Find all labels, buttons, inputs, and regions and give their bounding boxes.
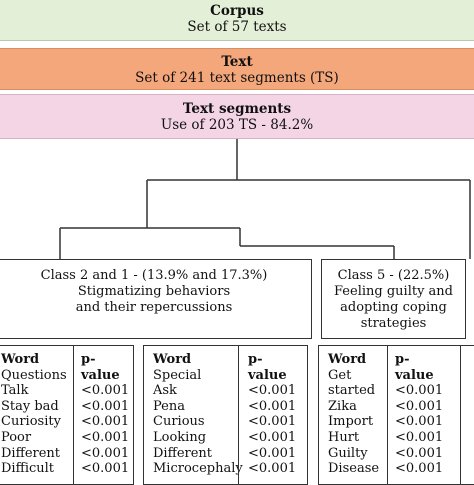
word-cell: Different [153,445,213,461]
pvalue-header-2: value [395,367,434,383]
pvalue-cell: <0.001 [248,383,297,399]
word-cell: Disease [328,461,380,477]
word-column: Word Special Ask Pena Curious Looking Di… [153,352,243,477]
column-divider [238,346,239,484]
word-cell: Hurt [328,429,360,445]
pvalue-header-1: p- [395,352,410,367]
word-table-1: Word Questions Talk Stay bad Curiosity P… [0,345,134,485]
pvalue-column: p- value <0.001 <0.001 <0.001 <0.001 <0.… [81,352,129,477]
pvalue-cell: <0.001 [248,429,297,445]
class-5-line2: Feeling guilty and [334,284,453,299]
pvalue-cell: <0.001 [248,461,297,477]
pvalue-cell: <0.001 [81,461,130,477]
word-cell: Ask [153,383,177,399]
word-table-4-partial [460,345,474,485]
word-table-3: Word Get started Zika Import Hurt Guilty… [318,345,465,485]
word-column: Word Get started Zika Import Hurt Guilty… [328,352,379,477]
pvalue-cell: <0.001 [81,383,130,399]
text-subtitle: Set of 241 text segments (TS) [135,70,339,86]
word-cell: Microcephaly [153,461,243,477]
word-cell: Questions [1,367,67,383]
pvalue-cell: <0.001 [395,445,444,461]
word-cell: Stay bad [1,398,59,414]
class-5-title: Class 5 - (22.5%) [337,268,450,283]
pvalue-cell: <0.001 [248,445,297,461]
pvalue-cell: <0.001 [81,445,130,461]
pvalue-cell: <0.001 [395,398,444,414]
pvalue-column: p- value <0.001 <0.001 <0.001 <0.001 <0.… [248,352,296,477]
dendrogram [59,139,471,259]
class-5-box: Class 5 - (22.5%) Feeling guilty and ado… [321,259,466,339]
word-cell: Talk [1,383,29,399]
word-cell: Get [328,367,352,383]
column-divider [387,346,388,484]
word-cell: Special [153,367,202,383]
class-2-1-title: Class 2 and 1 - (13.9% and 17.3%) [40,268,268,283]
word-cell: Curiosity [1,414,61,430]
word-cell: Curious [153,414,205,430]
segments-subtitle: Use of 203 TS - 84.2% [160,117,314,133]
word-table-2: Word Special Ask Pena Curious Looking Di… [143,345,308,485]
pvalue-header-1: p- [81,352,96,367]
class-5-line3: adopting coping [340,300,447,315]
text-title: Text [221,54,253,70]
word-cell: Zika [328,398,357,414]
pvalue-column: p- value <0.001 <0.001 <0.001 <0.001 <0.… [395,352,443,477]
pvalue-header-2: value [248,367,287,383]
corpus-band: Corpus Set of 57 texts [0,0,474,41]
pvalue-cell: <0.001 [81,429,130,445]
word-cell: Difficult [1,461,55,477]
pvalue-cell: <0.001 [395,414,444,430]
pvalue-cell: <0.001 [81,414,130,430]
pvalue-cell: <0.001 [248,414,297,430]
column-divider [73,346,74,484]
pvalue-cell: <0.001 [395,429,444,445]
pvalue-cell: <0.001 [248,398,297,414]
word-cell: Poor [1,429,32,445]
segments-band: Text segments Use of 203 TS - 84.2% [0,94,474,139]
class-2-1-line3: and their repercussions [75,300,233,315]
word-cell: started [328,383,376,399]
pvalue-cell: <0.001 [81,398,130,414]
word-cell: Looking [153,429,207,445]
word-cell: Guilty [328,445,368,461]
class-5-line4: strategies [360,316,427,331]
word-header: Word [153,352,192,367]
corpus-title: Corpus [210,3,264,19]
word-cell: Different [1,445,61,461]
word-header: Word [1,352,40,367]
text-band: Text Set of 241 text segments (TS) [0,48,474,90]
class-2-1-box: Class 2 and 1 - (13.9% and 17.3%) Stigma… [0,259,312,339]
segments-title: Text segments [182,101,292,117]
word-cell: Import [328,414,374,430]
class-2-1-line2: Stigmatizing behaviors [77,284,231,299]
corpus-subtitle: Set of 57 texts [187,19,287,35]
pvalue-header-1: p- [248,352,263,367]
pvalue-cell: <0.001 [395,461,444,477]
word-cell: Pena [153,398,185,414]
word-column: Word Questions Talk Stay bad Curiosity P… [1,352,67,477]
pvalue-header-2: value [81,367,120,383]
pvalue-cell: <0.001 [395,383,444,399]
word-header: Word [328,352,367,367]
